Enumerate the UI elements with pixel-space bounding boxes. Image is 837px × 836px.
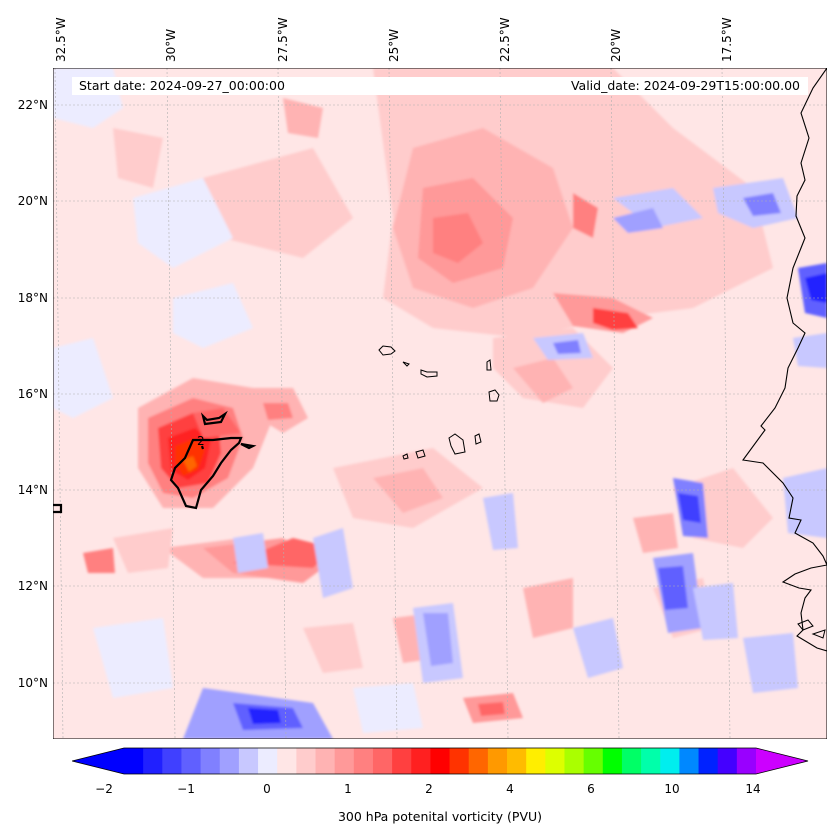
lon-label-22.5w: 22.5°W [498,17,512,62]
contour-label: 2 [197,434,205,448]
colorbar-segment [219,748,240,774]
colorbar-segment [372,748,393,774]
lon-label-25w: 25°W [387,28,401,62]
valid-date: Valid_date: 2024-09-29T15:00:00.00 [570,78,800,93]
lat-label-14n: 14°N [17,483,48,497]
map-panel[interactable]: 2 [53,68,827,739]
date-info-bar: Start date: 2024-09-27_00:00:00 Valid_da… [72,77,808,95]
colorbar-tick: −2 [95,782,113,796]
colorbar-segment [143,748,163,774]
colorbar-segment [717,748,738,774]
graticule [53,68,827,739]
colorbar-segment [583,748,604,774]
colorbar-segment [468,748,489,774]
lat-label-18n: 18°N [17,291,48,305]
colorbar-segment [430,748,451,774]
colorbar-tick: −1 [177,782,195,796]
colorbar-segment [181,748,202,774]
colorbar-segment [621,748,642,774]
coastline-islands [378,345,500,460]
colorbar-segment [698,748,719,774]
lat-label-16n: 16°N [17,387,48,401]
lon-label-30w: 30°W [164,28,178,62]
lat-label-12n: 12°N [17,579,48,593]
colorbar-segment [258,748,278,774]
pv-2-contour [53,410,257,514]
lon-label-17.5w: 17.5°W [720,17,734,62]
colorbar-tick: 14 [745,782,761,796]
pv-field-patches [53,68,827,739]
colorbar-tick: 10 [664,782,680,796]
lon-label-20w: 20°W [609,28,623,62]
start-date: Start date: 2024-09-27_00:00:00 [79,78,285,93]
colorbar-segment [200,748,221,774]
colorbar-segment [315,748,336,774]
colorbar-tick: 6 [587,782,595,796]
colorbar-segment [392,748,412,774]
colorbar-segment [162,748,182,774]
colorbar-segment [238,748,259,774]
colorbar-segment [526,748,546,774]
colorbar-tick: 1 [344,782,352,796]
colorbar-segment [353,748,374,774]
colorbar-segment [296,748,317,774]
colorbar-extend-max [756,748,808,774]
colorbar [72,747,809,775]
colorbar-segment [564,748,585,774]
lon-label-27.5w: 27.5°W [276,17,290,62]
colorbar-segment [641,748,661,774]
colorbar-tick: 0 [263,782,271,796]
lat-label-20n: 20°N [17,194,48,208]
pv-field-map: 2 [53,68,827,739]
colorbar-segment [602,748,623,774]
colorbar-segment [449,748,470,774]
colorbar-segment [334,748,355,774]
colorbar-segment [679,748,700,774]
colorbar-extend-min [72,748,124,774]
colorbar-segment [277,748,297,774]
lat-label-10n: 10°N [17,676,48,690]
colorbar-segment [487,748,508,774]
colorbar-segment [545,748,565,774]
colorbar-tick: 2 [425,782,433,796]
colorbar-label: 300 hPa potenital vorticity (PVU) [337,809,543,824]
coastline-africa [742,68,827,652]
lon-label-32.5w: 32.5°W [54,17,68,62]
colorbar-segment [411,748,431,774]
colorbar-segment [507,748,527,774]
lat-label-22n: 22°N [17,98,48,112]
colorbar-segment [660,748,680,774]
colorbar-tick: 4 [506,782,514,796]
colorbar-segment [124,748,144,774]
colorbar-outline [72,747,809,775]
colorbar-segment [736,748,757,774]
